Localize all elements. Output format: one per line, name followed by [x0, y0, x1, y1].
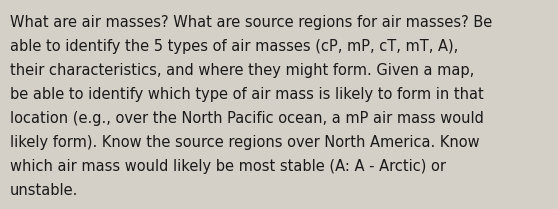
Text: likely form). Know the source regions over North America. Know: likely form). Know the source regions ov…: [10, 135, 480, 150]
Text: What are air masses? What are source regions for air masses? Be: What are air masses? What are source reg…: [10, 15, 492, 30]
Text: their characteristics, and where they might form. Given a map,: their characteristics, and where they mi…: [10, 63, 474, 78]
Text: location (e.g., over the North Pacific ocean, a mP air mass would: location (e.g., over the North Pacific o…: [10, 111, 484, 126]
Text: which air mass would likely be most stable (A: A - Arctic) or: which air mass would likely be most stab…: [10, 159, 446, 174]
Text: able to identify the 5 types of air masses (cP, mP, cT, mT, A),: able to identify the 5 types of air mass…: [10, 39, 458, 54]
Text: unstable.: unstable.: [10, 183, 79, 198]
Text: be able to identify which type of air mass is likely to form in that: be able to identify which type of air ma…: [10, 87, 484, 102]
